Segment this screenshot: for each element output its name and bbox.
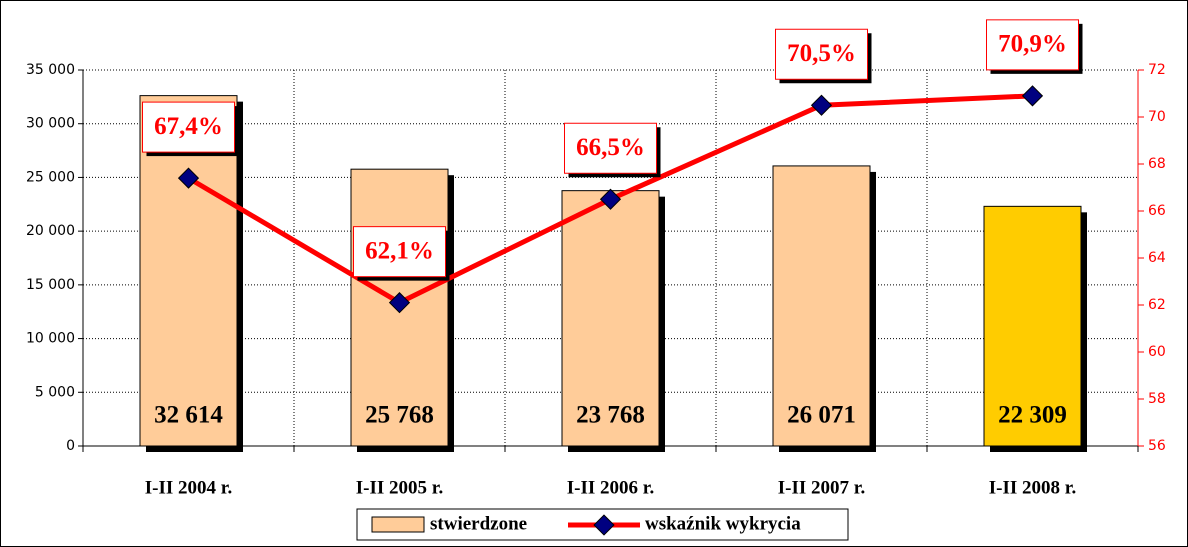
- y2-tick-label: 66: [1148, 203, 1166, 219]
- y2-tick-label: 70: [1148, 109, 1166, 125]
- line-label-box: [564, 122, 657, 174]
- legend-label: wskaźnik wykrycia: [645, 513, 801, 534]
- y-tick-label: 35 000: [26, 62, 75, 78]
- y-tick-label: 10 000: [26, 331, 75, 347]
- y-tick-label: 20 000: [26, 223, 75, 239]
- y2-tick-label: 68: [1148, 156, 1166, 172]
- y2-tick-label: 56: [1148, 438, 1166, 454]
- bar: [561, 190, 660, 447]
- y2-tick-label: 60: [1148, 344, 1166, 360]
- marker: [388, 292, 411, 314]
- line-value-label: 67,4%: [154, 113, 223, 140]
- bar: [983, 205, 1082, 447]
- x-tick-label: I-II 2006 r.: [567, 477, 654, 498]
- bar-value-label: 32 614: [154, 402, 223, 429]
- bar: [772, 165, 871, 447]
- marker: [1021, 85, 1044, 107]
- bar-value-label: 25 768: [365, 402, 434, 429]
- bar-value-label: 26 071: [787, 402, 856, 429]
- bar-value-label: 23 768: [576, 402, 645, 429]
- line-value-label: 70,5%: [787, 40, 856, 67]
- y2-tick-label: 64: [1148, 250, 1166, 266]
- y-tick-label: 30 000: [26, 116, 75, 132]
- legend-marker: [593, 514, 615, 536]
- line-value-label: 62,1%: [365, 237, 434, 264]
- y-tick-label: 15 000: [26, 277, 75, 293]
- marker: [177, 167, 200, 189]
- y2-tick-label: 72: [1148, 62, 1166, 78]
- legend-swatch: [371, 516, 425, 533]
- line-label-box: [142, 101, 235, 153]
- y-tick-label: 25 000: [26, 169, 75, 185]
- y-tick-label: 0: [66, 438, 75, 454]
- x-tick-label: I-II 2008 r.: [989, 477, 1076, 498]
- line-label-box: [775, 28, 868, 80]
- marker: [599, 188, 622, 210]
- line-label-box: [986, 19, 1079, 71]
- y2-tick-label: 58: [1148, 391, 1166, 407]
- x-tick-label: I-II 2007 r.: [778, 477, 865, 498]
- y-tick-label: 5 000: [35, 384, 75, 400]
- line-value-label: 66,5%: [576, 134, 645, 161]
- bar-value-label: 22 309: [998, 402, 1067, 429]
- x-tick-label: I-II 2004 r.: [145, 477, 232, 498]
- line-value-label: 70,9%: [998, 31, 1067, 58]
- x-tick-label: I-II 2005 r.: [356, 477, 443, 498]
- marker: [810, 94, 833, 116]
- legend-label: stwierdzone: [430, 513, 527, 534]
- y2-tick-label: 62: [1148, 297, 1166, 313]
- line-label-box: [353, 226, 446, 278]
